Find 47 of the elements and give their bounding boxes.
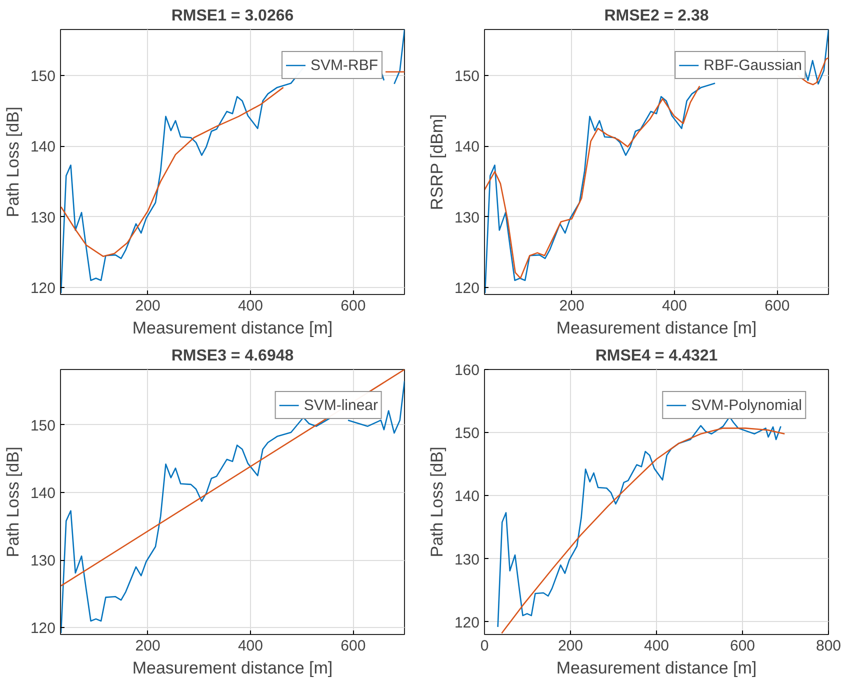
x-axis-title: Measurement distance [m] <box>132 658 333 678</box>
chart-title: RMSE4 = 4.4321 <box>595 348 718 364</box>
y-axis-title: Path Loss [dB] <box>3 446 22 558</box>
y-tick-label: 160 <box>454 362 480 379</box>
x-tick-label: 200 <box>135 638 160 654</box>
y-tick-label: 150 <box>454 68 480 85</box>
legend-label: RBF-Gaussian <box>704 56 802 74</box>
y-tick-label: 120 <box>454 614 480 632</box>
y-tick-label: 120 <box>454 280 480 297</box>
legend-label: SVM-linear <box>304 396 378 414</box>
y-tick-label: 150 <box>30 68 56 85</box>
y-axis-title: Path Loss [dB] <box>3 106 22 218</box>
x-tick-label: 400 <box>238 298 263 314</box>
legend-label: SVM-Polynomial <box>691 396 802 414</box>
x-tick-label: 400 <box>238 638 263 654</box>
y-axis-title: Path Loss [dB] <box>427 446 446 558</box>
y-tick-label: 140 <box>30 485 56 502</box>
x-axis-title: Measurement distance [m] <box>556 658 757 678</box>
y-tick-label: 130 <box>30 552 56 570</box>
x-tick-label: 400 <box>644 638 670 654</box>
x-tick-label: 400 <box>662 298 687 314</box>
chart-title: RMSE3 = 4.6948 <box>171 348 294 364</box>
chart-title: RMSE1 = 3.0266 <box>171 8 294 24</box>
y-tick-label: 150 <box>30 417 56 434</box>
x-tick-label: 200 <box>135 298 160 314</box>
y-tick-label: 140 <box>454 488 480 506</box>
legend-label: SVM-RBF <box>310 56 378 74</box>
x-tick-label: 600 <box>340 298 366 314</box>
x-tick-label: 200 <box>559 298 584 314</box>
y-tick-label: 150 <box>454 425 480 442</box>
chart-title: RMSE2 = 2.38 <box>604 8 709 24</box>
y-tick-label: 120 <box>30 280 56 297</box>
y-tick-label: 130 <box>454 551 480 568</box>
x-tick-label: 600 <box>730 638 756 654</box>
y-tick-label: 140 <box>30 138 56 156</box>
x-tick-label: 200 <box>558 638 584 654</box>
y-axis-title: RSRP [dBm] <box>427 114 446 210</box>
x-tick-label: 600 <box>340 638 366 654</box>
y-tick-label: 130 <box>30 209 56 226</box>
y-tick-label: 130 <box>454 209 480 226</box>
y-tick-label: 120 <box>30 620 56 638</box>
x-axis-title: Measurement distance [m] <box>132 318 333 338</box>
x-tick-label: 0 <box>480 638 489 654</box>
x-tick-label: 600 <box>764 298 790 314</box>
x-tick-label: 800 <box>816 638 842 654</box>
y-tick-label: 140 <box>454 138 480 156</box>
x-axis-title: Measurement distance [m] <box>556 318 757 338</box>
